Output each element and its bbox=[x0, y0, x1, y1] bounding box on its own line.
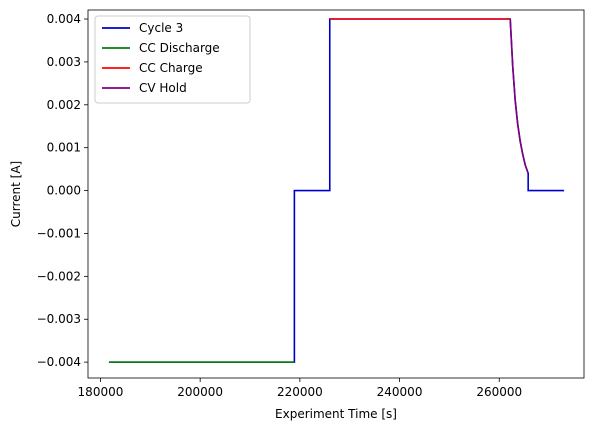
y-tick-label: −0.002 bbox=[37, 269, 81, 283]
series-line-4 bbox=[509, 18, 529, 174]
y-axis-label: Current [A] bbox=[9, 161, 23, 227]
legend-label-2: CC Discharge bbox=[139, 41, 220, 55]
y-tick-label: 0.000 bbox=[47, 184, 81, 198]
y-tick-label: −0.003 bbox=[37, 312, 81, 326]
legend-box bbox=[94, 15, 251, 104]
y-tick-label: 0.001 bbox=[47, 141, 81, 155]
y-tick-label: −0.001 bbox=[37, 226, 81, 240]
x-axis: 180000 200000 220000 240000 260000 bbox=[78, 378, 522, 399]
y-tick-label: 0.002 bbox=[47, 98, 81, 112]
x-axis-label: Experiment Time [s] bbox=[275, 407, 397, 421]
legend: Cycle 3 CC Discharge CC Charge CV Hold bbox=[94, 15, 251, 104]
x-tick-label: 220000 bbox=[277, 385, 323, 399]
x-tick-label: 260000 bbox=[476, 385, 522, 399]
x-tick-label: 200000 bbox=[177, 385, 223, 399]
y-axis: −0.004 −0.003 −0.002 −0.001 0.000 0.001 0.002 0… bbox=[37, 12, 88, 369]
x-tick-label: 240000 bbox=[377, 385, 423, 399]
y-tick-label: 0.004 bbox=[47, 12, 81, 26]
plot-frame bbox=[87, 9, 585, 379]
y-tick-label: −0.004 bbox=[37, 355, 81, 369]
y-tick-label: 0.003 bbox=[47, 55, 81, 69]
legend-label-4: CV Hold bbox=[139, 81, 187, 95]
legend-label-3: CC Charge bbox=[139, 61, 203, 75]
legend-label-1: Cycle 3 bbox=[139, 21, 183, 35]
series-layer bbox=[108, 18, 565, 363]
x-tick-label: 180000 bbox=[78, 385, 124, 399]
